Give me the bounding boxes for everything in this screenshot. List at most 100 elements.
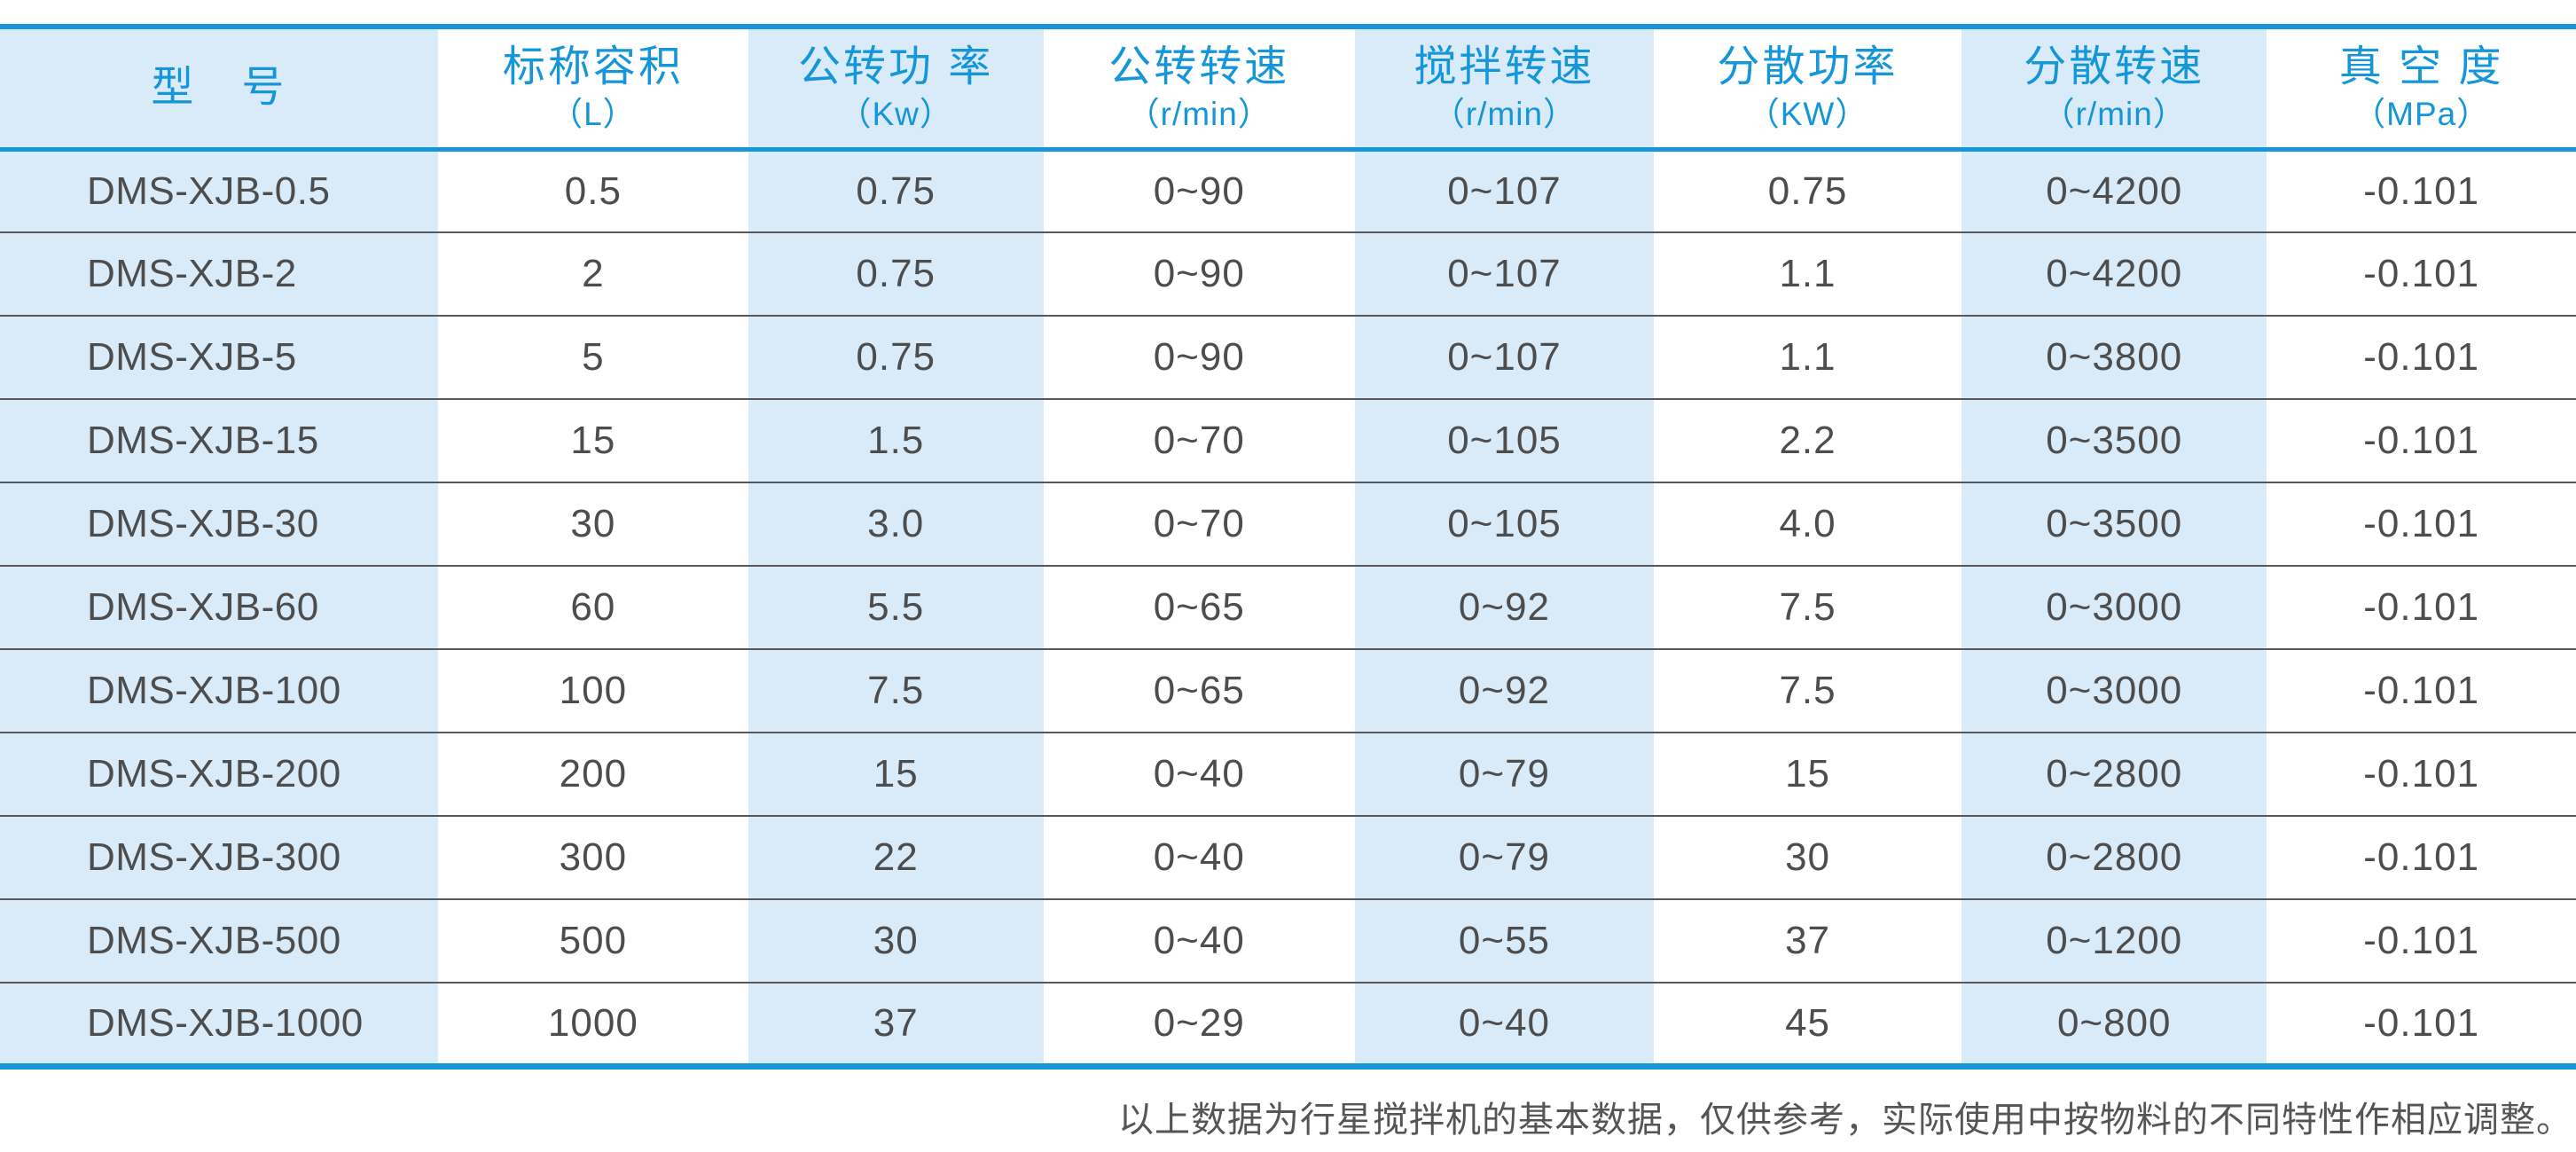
value-cell: 0.5 [564, 168, 622, 213]
value-cell: -0.101 [2363, 669, 2480, 712]
value-cell: 0~1200 [1961, 899, 2267, 983]
column-title: 分散功率 [1717, 43, 1899, 91]
value-cell: 0~105 [1355, 482, 1654, 566]
value-cell: 60 [570, 585, 616, 629]
value-cell: 0~3800 [1961, 316, 2267, 399]
column-header: 公转功 率 （Kw） [748, 27, 1044, 149]
table-row: DMS-XJB-300 300 22 0~40 0~79 30 0~2800 -0.101 [0, 816, 2576, 899]
value-cell: 0~2800 [1961, 733, 2267, 816]
model-cell: DMS-XJB-500 [0, 899, 438, 983]
value-cell: 5 [582, 335, 605, 379]
column-title: 公转转速 [1108, 43, 1290, 91]
model-cell: DMS-XJB-300 [0, 816, 438, 899]
column-header: 公转转速 （r/min） [1044, 27, 1356, 149]
column-header: 型 号 [0, 27, 438, 149]
column-unit: （Kw） [838, 96, 953, 133]
value-cell: 15 [748, 733, 1044, 816]
value-cell: 1000 [547, 1000, 638, 1045]
column-title: 标称容积 [502, 43, 684, 91]
value-cell: 0.75 [748, 316, 1044, 399]
value-cell: 0~107 [1355, 232, 1654, 316]
value-cell: 0~107 [1355, 149, 1654, 232]
value-cell: 0.75 [1767, 168, 1848, 213]
value-cell: 1.1 [1779, 335, 1836, 379]
model-cell: DMS-XJB-5 [0, 316, 438, 399]
value-cell: 0~107 [1355, 316, 1654, 399]
column-unit: （r/min） [1126, 96, 1272, 133]
value-cell: 0~40 [1355, 983, 1654, 1066]
column-header: 搅拌转速 （r/min） [1355, 27, 1654, 149]
table-row: DMS-XJB-15 15 1.5 0~70 0~105 2.2 0~3500 -0.101 [0, 399, 2576, 482]
model-cell: DMS-XJB-1000 [0, 983, 438, 1066]
value-cell: 2.2 [1779, 419, 1836, 462]
value-cell: 0~800 [1961, 983, 2267, 1066]
column-unit: （L） [550, 96, 637, 133]
model-cell: DMS-XJB-30 [0, 482, 438, 566]
value-cell: 0~70 [1153, 419, 1245, 462]
value-cell: 1.1 [1779, 252, 1836, 295]
value-cell: 37 [748, 983, 1044, 1066]
value-cell: 0~4200 [1961, 149, 2267, 232]
value-cell: 0~65 [1153, 669, 1245, 712]
column-title: 型 号 [151, 64, 287, 112]
table-row: DMS-XJB-30 30 3.0 0~70 0~105 4.0 0~3500 -0.101 [0, 482, 2576, 566]
value-cell: -0.101 [2363, 335, 2480, 379]
value-cell: 4.0 [1779, 502, 1836, 545]
model-cell: DMS-XJB-15 [0, 399, 438, 482]
column-title: 公转功 率 [798, 43, 994, 91]
column-unit: （r/min） [1431, 96, 1578, 133]
value-cell: 30 [748, 899, 1044, 983]
value-cell: -0.101 [2363, 1000, 2480, 1045]
header-row: 型 号 标称容积 （L） 公转功 率 （Kw） 公转转速 （r/min） 搅拌转速 （r/min… [0, 27, 2576, 149]
model-cell: DMS-XJB-60 [0, 566, 438, 649]
value-cell: 0~3000 [1961, 649, 2267, 733]
column-title: 分散转速 [2024, 43, 2205, 91]
value-cell: 7.5 [748, 649, 1044, 733]
value-cell: 0~70 [1153, 502, 1245, 545]
value-cell: -0.101 [2363, 419, 2480, 462]
value-cell: 0~92 [1355, 566, 1654, 649]
table-row: DMS-XJB-2 2 0.75 0~90 0~107 1.1 0~4200 -0.101 [0, 232, 2576, 316]
value-cell: 0~79 [1355, 816, 1654, 899]
value-cell: 0.75 [748, 232, 1044, 316]
table-row: DMS-XJB-60 60 5.5 0~65 0~92 7.5 0~3000 -0.101 [0, 566, 2576, 649]
value-cell: 30 [570, 502, 616, 545]
table-row: DMS-XJB-200 200 15 0~40 0~79 15 0~2800 -0.101 [0, 733, 2576, 816]
value-cell: -0.101 [2363, 919, 2480, 962]
value-cell: 0~2800 [1961, 816, 2267, 899]
value-cell: -0.101 [2363, 835, 2480, 879]
model-cell: DMS-XJB-2 [0, 232, 438, 316]
value-cell: -0.101 [2363, 168, 2480, 213]
model-cell: DMS-XJB-200 [0, 733, 438, 816]
table-row: DMS-XJB-100 100 7.5 0~65 0~92 7.5 0~3000 -0.101 [0, 649, 2576, 733]
value-cell: 500 [559, 919, 628, 962]
value-cell: 200 [559, 752, 628, 795]
column-title: 搅拌转速 [1413, 43, 1595, 91]
value-cell: 0~65 [1153, 585, 1245, 629]
value-cell: 100 [559, 669, 628, 712]
value-cell: 30 [1785, 835, 1831, 879]
value-cell: 300 [559, 835, 628, 879]
value-cell: -0.101 [2363, 752, 2480, 795]
value-cell: 22 [748, 816, 1044, 899]
column-header: 分散功率 （KW） [1654, 27, 1961, 149]
column-unit: （MPa） [2353, 96, 2491, 133]
table-row: DMS-XJB-1000 1000 37 0~29 0~40 45 0~800 -0.101 [0, 983, 2576, 1066]
footnote: 以上数据为行星搅拌机的基本数据，仅供参考，实际使用中按物料的不同特性作相应调整。 [1118, 1099, 2572, 1140]
column-unit: （r/min） [2041, 96, 2187, 133]
value-cell: 0~4200 [1961, 232, 2267, 316]
value-cell: 0~90 [1153, 168, 1245, 213]
spec-table: 型 号 标称容积 （L） 公转功 率 （Kw） 公转转速 （r/min） 搅拌转速 （r/min… [0, 24, 2576, 1070]
value-cell: 37 [1785, 919, 1831, 962]
table-row: DMS-XJB-500 500 30 0~40 0~55 37 0~1200 -0.101 [0, 899, 2576, 983]
value-cell: 0~90 [1153, 335, 1245, 379]
column-unit: （KW） [1746, 96, 1869, 133]
table-row: DMS-XJB-5 5 0.75 0~90 0~107 1.1 0~3800 -0.101 [0, 316, 2576, 399]
value-cell: 0~90 [1153, 252, 1245, 295]
value-cell: -0.101 [2363, 585, 2480, 629]
table-body: DMS-XJB-0.5 0.5 0.75 0~90 0~107 0.75 0~4200 -0.… [0, 149, 2576, 1066]
model-cell: DMS-XJB-0.5 [0, 149, 438, 232]
value-cell: 7.5 [1779, 669, 1836, 712]
value-cell: 0~79 [1355, 733, 1654, 816]
